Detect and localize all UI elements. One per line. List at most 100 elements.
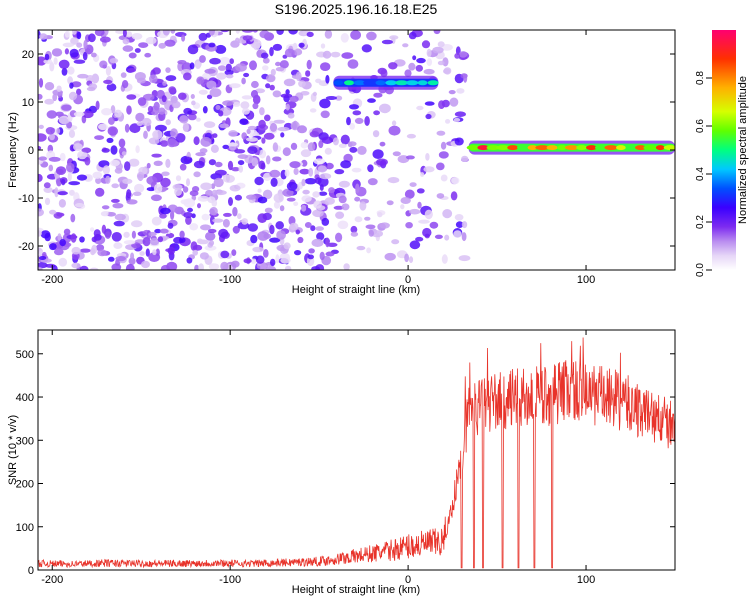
- noise-blob: [68, 129, 76, 138]
- noise-blob: [171, 100, 181, 109]
- noise-blob: [309, 131, 320, 138]
- noise-blob: [333, 205, 344, 210]
- noise-blob: [252, 30, 258, 33]
- noise-blob: [364, 216, 371, 221]
- colorbar-gradient: [712, 30, 736, 270]
- noise-blob: [66, 162, 75, 173]
- noise-blob: [354, 216, 363, 223]
- band-core: [635, 145, 647, 151]
- noise-blob: [272, 156, 282, 162]
- band-core: [516, 145, 529, 151]
- noise-blob: [243, 258, 252, 264]
- noise-blob: [366, 31, 377, 41]
- noise-blob: [379, 222, 390, 229]
- noise-blob: [38, 78, 44, 88]
- noise-blob: [104, 231, 111, 239]
- noise-blob: [269, 237, 281, 243]
- noise-blob: [222, 174, 235, 183]
- noise-blob: [82, 51, 88, 61]
- noise-blob: [206, 80, 217, 90]
- noise-blob: [461, 221, 468, 229]
- x-tick-label: 0: [405, 574, 411, 586]
- noise-blob: [449, 97, 459, 107]
- noise-blob: [249, 60, 257, 71]
- noise-blob: [73, 59, 86, 64]
- noise-blob: [149, 237, 160, 246]
- noise-blob: [147, 105, 154, 113]
- noise-blob: [107, 126, 119, 136]
- noise-blob: [246, 137, 258, 142]
- noise-blob: [309, 108, 317, 113]
- noise-blob: [44, 98, 55, 105]
- noise-blob: [269, 224, 275, 235]
- noise-blob: [317, 165, 327, 173]
- noise-blob: [53, 57, 58, 65]
- noise-blob: [180, 199, 191, 205]
- noise-blob: [177, 60, 187, 65]
- noise-blob: [350, 231, 359, 237]
- noise-blob: [64, 48, 69, 55]
- x-tick-label: -100: [219, 574, 241, 586]
- noise-blob: [134, 183, 145, 193]
- noise-blob: [179, 237, 186, 243]
- noise-blob: [306, 31, 314, 38]
- noise-blob: [461, 232, 467, 242]
- noise-blob: [75, 203, 85, 208]
- noise-blob: [136, 171, 145, 181]
- noise-blob: [241, 108, 250, 115]
- noise-blob: [204, 245, 217, 251]
- noise-blob: [441, 254, 448, 264]
- noise-blob: [234, 194, 242, 201]
- noise-blob: [91, 244, 98, 254]
- noise-blob: [301, 178, 306, 187]
- noise-blob: [405, 155, 415, 160]
- noise-blob: [170, 30, 176, 34]
- noise-blob: [136, 121, 143, 127]
- noise-blob: [349, 104, 359, 110]
- noise-blob: [131, 230, 136, 239]
- band-core: [586, 145, 597, 151]
- noise-blob: [260, 162, 266, 170]
- x-tick-label: -100: [219, 274, 241, 286]
- noise-blob: [346, 116, 351, 126]
- noise-blob: [114, 167, 123, 174]
- noise-blob: [141, 260, 150, 269]
- noise-blob: [246, 128, 251, 135]
- noise-blob: [160, 207, 171, 215]
- noise-blob: [426, 48, 432, 58]
- noise-blob: [222, 100, 234, 106]
- noise-blob: [237, 213, 242, 220]
- noise-blob: [203, 121, 216, 128]
- noise-blob: [95, 187, 105, 197]
- noise-blob: [183, 212, 193, 219]
- noise-blob: [232, 225, 240, 234]
- noise-blob: [284, 169, 290, 177]
- noise-blob: [52, 93, 58, 102]
- noise-blob: [199, 148, 208, 154]
- noise-blob: [215, 105, 221, 110]
- noise-blob: [373, 92, 383, 98]
- noise-blob: [101, 108, 112, 116]
- noise-blob: [216, 72, 227, 80]
- noise-blob: [76, 31, 82, 40]
- noise-blob: [161, 95, 167, 103]
- noise-blob: [377, 211, 383, 218]
- band-core: [477, 145, 490, 151]
- noise-blob: [57, 233, 62, 241]
- noise-blob: [200, 136, 212, 147]
- noise-blob: [208, 30, 215, 36]
- noise-blob: [127, 68, 136, 73]
- noise-blob: [126, 105, 132, 115]
- snr-y-axis: 0 100 200 300 400 500: [16, 349, 675, 577]
- noise-blob: [227, 142, 239, 147]
- noise-blob: [110, 145, 118, 155]
- spectrogram-band-layer: [333, 75, 675, 155]
- noise-blob: [105, 65, 111, 76]
- noise-blob: [53, 248, 64, 256]
- noise-blob: [134, 48, 141, 53]
- noise-blob: [153, 183, 163, 194]
- noise-blob: [341, 52, 354, 59]
- noise-blob: [71, 81, 82, 88]
- noise-blob: [162, 30, 170, 36]
- noise-blob: [76, 42, 83, 48]
